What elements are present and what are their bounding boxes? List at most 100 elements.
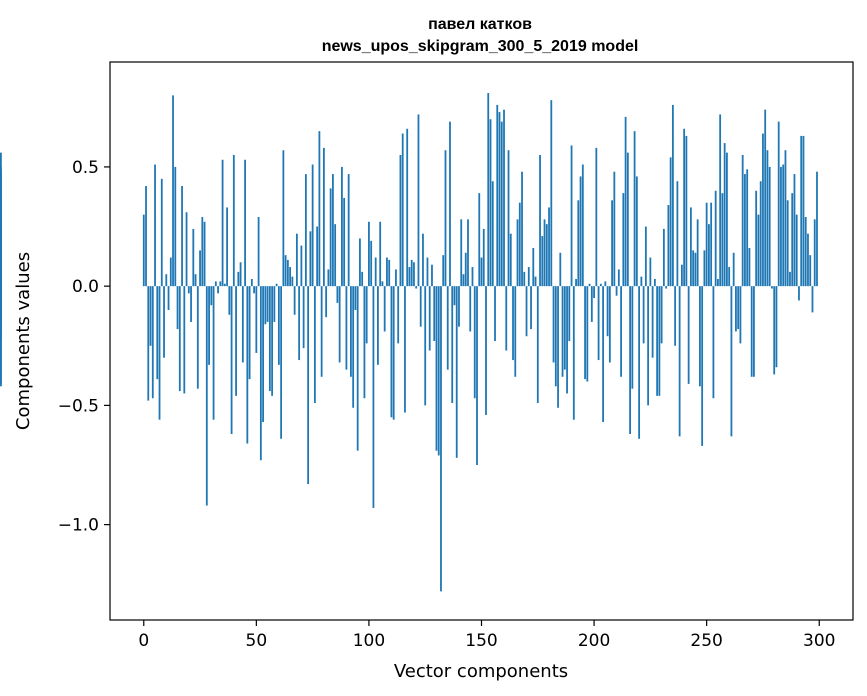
- bar-258: [723, 143, 726, 287]
- bar-186: [561, 286, 564, 377]
- bar-76: [313, 286, 316, 403]
- bar-12: [169, 257, 172, 287]
- bar-168: [521, 171, 523, 287]
- bar-222: [642, 286, 645, 344]
- x-axis-label: Vector components: [394, 661, 568, 682]
- bar-11: [167, 286, 170, 310]
- bar-89: [343, 197, 346, 287]
- bar-55: [266, 286, 269, 322]
- bar-107: [383, 286, 386, 332]
- bar-65: [289, 267, 292, 287]
- bar-1: [145, 186, 147, 287]
- bar-206: [606, 286, 609, 337]
- bar-188: [566, 286, 568, 394]
- bar-197: [586, 286, 589, 382]
- bar-280: [773, 286, 776, 375]
- bar-90: [345, 286, 348, 370]
- bar-5: [154, 164, 156, 287]
- bar-275: [762, 133, 764, 287]
- bar-102: [372, 286, 375, 508]
- bar-230: [660, 286, 663, 344]
- bar-249: [703, 250, 706, 287]
- bar-85: [334, 224, 337, 287]
- bar-277: [766, 150, 769, 287]
- bar-49: [253, 286, 255, 294]
- bar-undefined: [0, 286, 2, 322]
- bar-211: [617, 269, 620, 287]
- bar-83: [329, 188, 332, 287]
- bar-193: [577, 200, 580, 287]
- bar-278: [768, 166, 771, 287]
- bar-0: [142, 214, 145, 287]
- bar-42: [237, 271, 240, 287]
- bar-75: [311, 164, 314, 287]
- bar-139: [455, 286, 458, 458]
- bar-144: [467, 219, 469, 287]
- bar-199: [590, 286, 593, 322]
- bar-118: [408, 267, 411, 287]
- bar-165: [514, 286, 517, 377]
- bar-142: [462, 274, 465, 287]
- bar-51: [257, 217, 260, 287]
- bar-252: [710, 202, 713, 287]
- bar-178: [543, 219, 546, 287]
- bar-265: [739, 286, 742, 344]
- x-tick-label-200: 200: [578, 631, 610, 651]
- bar-160: [503, 109, 505, 287]
- bar-288: [791, 193, 794, 287]
- bar-251: [708, 224, 710, 287]
- bar-106: [381, 281, 384, 287]
- bar-113: [397, 286, 400, 344]
- x-tick-label-100: 100: [353, 631, 385, 651]
- bar-70: [300, 245, 303, 287]
- bar-204: [602, 286, 604, 423]
- bar-84: [332, 174, 334, 287]
- bar-295: [807, 233, 809, 287]
- bar-151: [482, 228, 485, 287]
- bar-207: [608, 286, 611, 363]
- bar-282: [777, 121, 780, 287]
- bar-292: [800, 135, 803, 287]
- bar-145: [469, 286, 472, 332]
- bar-114: [399, 155, 402, 287]
- bar-81: [325, 286, 328, 318]
- bar-8: [160, 178, 163, 287]
- bar-140: [458, 286, 460, 327]
- bar-289: [793, 174, 796, 287]
- bar-136: [449, 121, 451, 287]
- bar-192: [575, 279, 577, 287]
- bar-35: [221, 159, 224, 287]
- bar-232: [665, 286, 668, 289]
- bar-56: [268, 286, 271, 392]
- bar-185: [559, 252, 562, 287]
- bar-157: [496, 104, 499, 287]
- bar-13: [172, 95, 174, 287]
- bar-255: [717, 279, 719, 287]
- bar-276: [764, 109, 767, 287]
- bar-268: [746, 169, 749, 287]
- y-tick-label-0: −1.0: [58, 516, 99, 536]
- bar-95: [356, 286, 359, 451]
- bar-22: [192, 228, 195, 287]
- bar-180: [548, 207, 550, 287]
- bar-108: [386, 257, 388, 287]
- x-axis-ticks: 0 50 100 150 200 250 300: [138, 620, 835, 651]
- bar-71: [302, 286, 305, 349]
- bar-112: [395, 269, 397, 287]
- bars-group: [0, 93, 818, 592]
- bar-237: [676, 181, 679, 287]
- bar-24: [196, 286, 199, 389]
- bar-77: [316, 226, 319, 287]
- bar-296: [809, 255, 812, 287]
- bar-281: [775, 286, 778, 368]
- bar-31: [212, 286, 215, 420]
- bar-242: [687, 286, 690, 384]
- bar-272: [755, 190, 758, 287]
- bar-195: [581, 164, 584, 287]
- bar-248: [701, 286, 704, 446]
- bar-57: [271, 286, 274, 396]
- bar-259: [726, 152, 728, 287]
- bar-225: [649, 257, 652, 287]
- bar-287: [789, 271, 791, 287]
